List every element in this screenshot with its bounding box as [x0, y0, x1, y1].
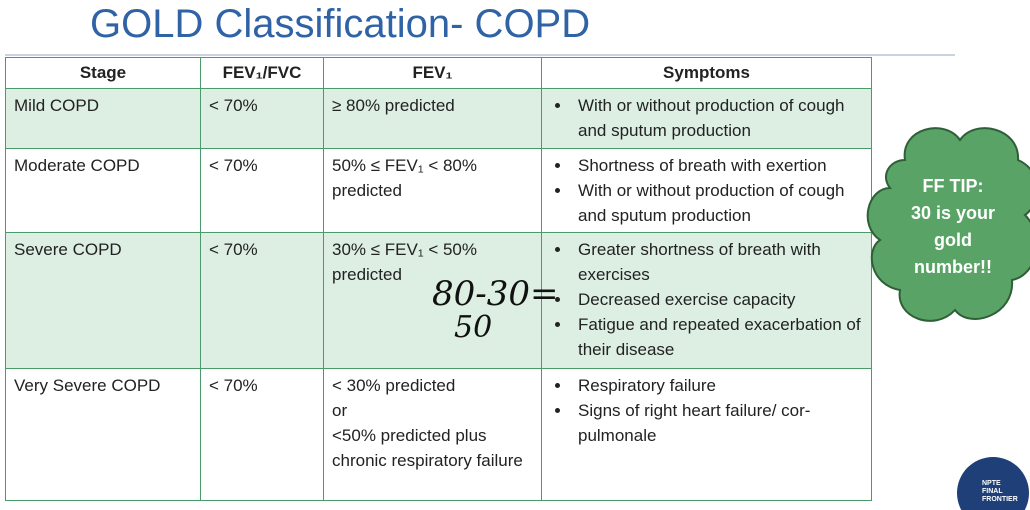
- logo-text: FINAL: [982, 488, 1003, 495]
- ratio: < 70%: [200, 368, 324, 501]
- fev1-line: 50% ≤ FEV₁ < 80% predicted: [332, 156, 477, 200]
- tip-cloud: FF TIP: 30 is your gold number!!: [866, 127, 1030, 322]
- header: Symptoms: [541, 57, 872, 89]
- symptom: Shortness of breath with exertion: [572, 153, 863, 178]
- fev1: 50% ≤ FEV₁ < 80% predicted: [323, 148, 542, 233]
- header-row: Stage FEV₁/FVC FEV₁ Symptoms: [5, 57, 872, 89]
- header: FEV₁: [323, 57, 542, 89]
- logo: NPTE FINAL FRONTIER: [957, 457, 1029, 510]
- fev1: < 30% predicted or <50% predicted plus c…: [323, 368, 542, 501]
- symptom: With or without production of cough and …: [572, 93, 863, 143]
- fev1-line: <50% predicted plus chronic respiratory …: [332, 426, 523, 470]
- ratio: < 70%: [200, 88, 324, 149]
- fev1-line: < 30% predicted: [332, 376, 456, 395]
- row: Moderate COPD < 70% 50% ≤ FEV₁ < 80% pre…: [5, 148, 872, 233]
- row: Mild COPD < 70% ≥ 80% predicted With or …: [5, 88, 872, 149]
- title-rule: [5, 54, 955, 56]
- fev1-line: ≥ 80% predicted: [332, 96, 455, 115]
- tip-line: FF TIP:: [923, 176, 984, 196]
- logo-text: FRONTIER: [982, 496, 1018, 503]
- symptom: Decreased exercise capacity: [572, 287, 863, 312]
- symptom: With or without production of cough and …: [572, 178, 863, 228]
- gold-table: Stage FEV₁/FVC FEV₁ Symptoms Mild COPD <…: [5, 57, 872, 501]
- ratio: < 70%: [200, 232, 324, 369]
- fev1: 30% ≤ FEV₁ < 50% predicted: [323, 232, 542, 369]
- tip-line: gold: [934, 230, 972, 250]
- symptom: Signs of right heart failure/ cor-pulmon…: [572, 398, 863, 448]
- symptom: Fatigue and repeated exacerbation of the…: [572, 312, 863, 362]
- header: Stage: [5, 57, 201, 89]
- stage: Very Severe COPD: [5, 368, 201, 501]
- symptoms: Greater shortness of breath with exercis…: [541, 232, 872, 369]
- row: Very Severe COPD < 70% < 30% predicted o…: [5, 368, 872, 501]
- fev1-line: 30% ≤ FEV₁ < 50% predicted: [332, 240, 477, 284]
- slide-title: GOLD Classification- COPD: [90, 2, 591, 46]
- fev1: ≥ 80% predicted: [323, 88, 542, 149]
- symptoms: Shortness of breath with exertion With o…: [541, 148, 872, 233]
- symptoms: With or without production of cough and …: [541, 88, 872, 149]
- symptoms: Respiratory failure Signs of right heart…: [541, 368, 872, 501]
- stage: Moderate COPD: [5, 148, 201, 233]
- symptom: Greater shortness of breath with exercis…: [572, 237, 863, 287]
- cloud-shape: [866, 127, 1030, 322]
- logo-text: NPTE: [982, 480, 1001, 487]
- fev1-line: or: [332, 401, 348, 420]
- symptom: Respiratory failure: [572, 373, 863, 398]
- stage: Mild COPD: [5, 88, 201, 149]
- logo-circle: [957, 457, 1029, 510]
- tip-line: 30 is your: [911, 203, 995, 223]
- tip-line: number!!: [914, 257, 992, 277]
- ratio: < 70%: [200, 148, 324, 233]
- row: Severe COPD < 70% 30% ≤ FEV₁ < 50% predi…: [5, 232, 872, 369]
- header: FEV₁/FVC: [200, 57, 324, 89]
- stage: Severe COPD: [5, 232, 201, 369]
